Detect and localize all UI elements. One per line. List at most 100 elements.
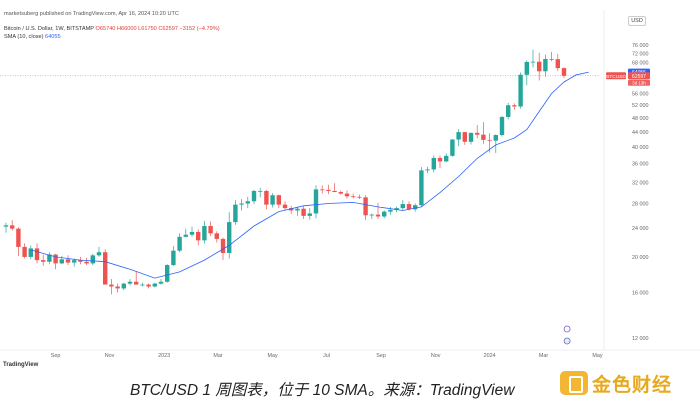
candle-body <box>196 231 201 241</box>
candle-body <box>549 58 554 60</box>
published-note: marketsuberg published on TradingView.co… <box>4 11 179 17</box>
time-tick-label: 2023 <box>158 353 170 359</box>
caption-text: BTC/USD 1 周图表，位于 10 SMA。来源：TradingView <box>130 382 515 399</box>
candle-body <box>282 204 288 209</box>
candle-body <box>332 190 337 193</box>
watermark-name: 金色财经 <box>592 374 673 396</box>
candle-body <box>65 259 71 263</box>
candle-body <box>53 254 58 264</box>
price-tick-label: 52 000 <box>632 103 649 109</box>
flag-event-icon[interactable] <box>563 337 571 345</box>
candle-body <box>419 170 424 206</box>
candle-body <box>245 201 250 204</box>
candle-body <box>28 248 33 257</box>
candle-body <box>22 246 27 257</box>
time-tick-label: May <box>592 353 602 359</box>
tradingview-logo[interactable]: TradingView <box>3 362 38 368</box>
candle-body <box>518 74 523 107</box>
candle-body <box>134 281 139 285</box>
candle-body <box>59 259 64 264</box>
time-tick-label: Mar <box>213 353 222 359</box>
sma-legend[interactable]: SMA (10, close) 64055 <box>4 34 61 40</box>
time-tick-label: Jul <box>323 353 330 359</box>
price-tick-label: 72 000 <box>632 52 649 58</box>
candle-body <box>351 196 356 198</box>
candle-body <box>344 193 350 197</box>
price-tick-label: 28 000 <box>632 202 649 208</box>
candle-body <box>357 196 362 198</box>
candle-body <box>233 204 238 223</box>
candle-body <box>388 209 393 212</box>
candle-body <box>16 228 21 247</box>
candle-body <box>140 284 145 286</box>
close-price-tag: 62597 <box>632 74 646 80</box>
countdown-tag: 3d 13h <box>632 80 646 85</box>
candle-body <box>543 58 548 72</box>
candle-body <box>394 208 399 210</box>
candle-body <box>400 204 405 209</box>
candle-body <box>512 105 517 107</box>
candle-body <box>239 203 244 205</box>
price-chart[interactable]: 12 000 16 000 20 000 24 000 28 000 32 000 36 0… <box>0 0 700 372</box>
candle-body <box>406 204 412 210</box>
candle-body <box>425 169 430 171</box>
candle-body <box>561 68 567 76</box>
candle-body <box>146 284 151 287</box>
candle-body <box>524 61 529 75</box>
candle-body <box>481 134 486 140</box>
candle-body <box>506 105 511 117</box>
countdown-tag-bg <box>628 79 650 86</box>
candle-body <box>208 226 213 234</box>
candle-body <box>487 139 492 141</box>
price-tick-label: 56 000 <box>632 91 649 97</box>
price-tick-label: 36 000 <box>632 162 649 168</box>
candle-body <box>307 213 312 216</box>
candle-body <box>258 190 263 192</box>
candle-body <box>183 234 188 237</box>
candle-body <box>127 281 133 284</box>
candle-body <box>301 208 306 216</box>
candle-body <box>270 195 275 205</box>
candle-body <box>530 61 536 63</box>
candle-body <box>115 286 120 289</box>
candle-body <box>165 265 170 282</box>
symbol-legend[interactable]: Bitcoin / U.S. Dollar, 1W, BITSTAMP O657… <box>4 26 220 32</box>
price-tick-label: 48 000 <box>632 116 649 122</box>
candle-body <box>96 252 102 256</box>
candle-body <box>10 225 15 229</box>
candle-body <box>84 261 89 264</box>
candle-body <box>537 61 542 72</box>
price-tick-label: 24 000 <box>632 226 649 232</box>
candle-body <box>493 135 498 141</box>
sma-line <box>30 71 589 279</box>
candle-body <box>214 233 219 239</box>
ohlc-values: O65740 H66000 L61750 C62597 −3152 (−4.79… <box>95 26 220 32</box>
event-marker-icon[interactable] <box>563 325 571 333</box>
currency-button[interactable]: USD <box>628 16 646 26</box>
candle-body <box>369 214 374 216</box>
time-tick-label: Sep <box>51 353 61 359</box>
candle-body <box>431 157 436 170</box>
price-tick-label: 16 000 <box>632 290 649 296</box>
candle-body <box>468 132 474 142</box>
sma-value: 64055 <box>45 34 61 40</box>
candle-body <box>326 189 331 191</box>
candle-body <box>413 205 418 210</box>
price-tick-label: 32 000 <box>632 180 649 186</box>
candle-body <box>276 195 281 205</box>
time-tick-label: Nov <box>105 353 115 359</box>
candle-body <box>121 283 126 289</box>
candle-body <box>295 208 300 211</box>
candle-body <box>251 190 257 202</box>
candle-body <box>382 211 387 217</box>
sma-label: SMA (10, close) <box>4 34 44 40</box>
candle-body <box>437 157 443 162</box>
candle-body <box>363 197 368 216</box>
candle-body <box>450 139 455 156</box>
price-tick-label: 12 000 <box>632 336 649 342</box>
candle-body <box>109 284 114 287</box>
price-tick-label: 20 000 <box>632 255 649 261</box>
candle-body <box>456 132 461 140</box>
candle-body <box>289 208 294 211</box>
time-tick-label: May <box>268 353 278 359</box>
